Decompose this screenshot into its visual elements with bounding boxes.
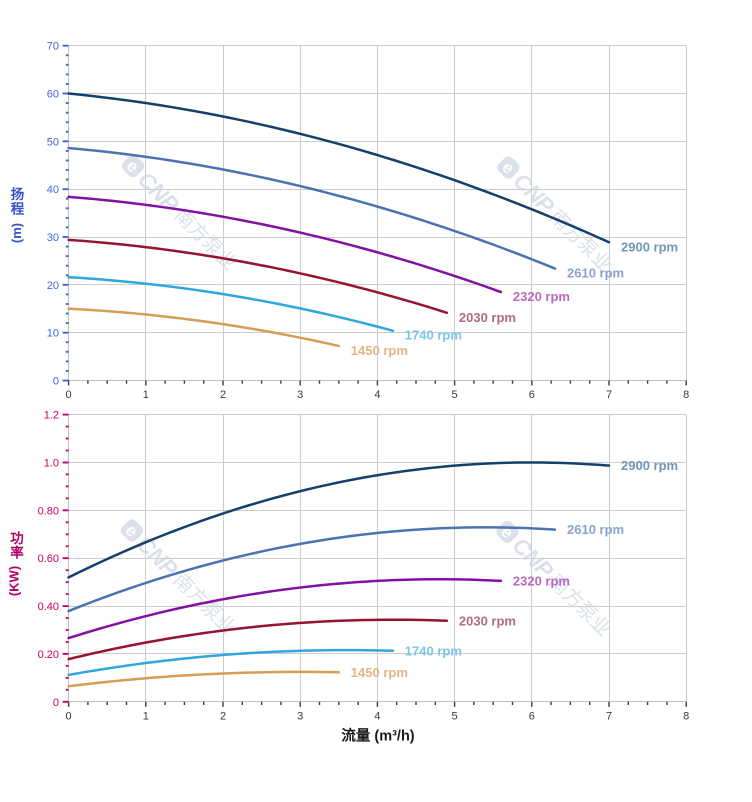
svg-text:5: 5 xyxy=(452,710,458,722)
svg-text:10: 10 xyxy=(47,328,59,340)
svg-text:2900 rpm: 2900 rpm xyxy=(621,239,678,254)
svg-text:6: 6 xyxy=(529,710,535,722)
svg-text:2030 rpm: 2030 rpm xyxy=(459,310,516,325)
svg-text:1.2: 1.2 xyxy=(44,410,59,422)
svg-text:流量 (m³/h): 流量 (m³/h) xyxy=(341,727,414,745)
svg-text:40: 40 xyxy=(47,184,59,196)
svg-text:0: 0 xyxy=(53,376,59,388)
svg-text:5: 5 xyxy=(452,389,458,401)
svg-text:4: 4 xyxy=(374,389,380,401)
svg-text:0.40: 0.40 xyxy=(38,601,59,613)
svg-text:1740 rpm: 1740 rpm xyxy=(405,328,462,343)
svg-text:7: 7 xyxy=(606,389,612,401)
svg-text:率: 率 xyxy=(10,545,24,561)
svg-text:程: 程 xyxy=(11,202,25,217)
svg-text:30: 30 xyxy=(47,232,59,244)
svg-text:4: 4 xyxy=(374,710,380,722)
svg-text:20: 20 xyxy=(47,280,59,292)
svg-text:70: 70 xyxy=(47,41,59,53)
svg-text:2900 rpm: 2900 rpm xyxy=(621,458,678,473)
svg-text:60: 60 xyxy=(47,89,59,101)
svg-text:1450 rpm: 1450 rpm xyxy=(351,343,408,358)
svg-text:3: 3 xyxy=(297,389,303,401)
svg-text:(m): (m) xyxy=(9,223,24,243)
svg-text:2320 rpm: 2320 rpm xyxy=(513,289,570,304)
svg-text:7: 7 xyxy=(606,710,612,722)
svg-text:8: 8 xyxy=(683,710,689,722)
svg-text:1.0: 1.0 xyxy=(44,458,59,470)
svg-text:1: 1 xyxy=(143,710,149,722)
svg-text:0: 0 xyxy=(66,389,72,401)
svg-text:1: 1 xyxy=(143,389,149,401)
svg-text:0.20: 0.20 xyxy=(38,649,59,661)
svg-text:扬: 扬 xyxy=(11,186,25,202)
svg-text:0: 0 xyxy=(66,710,72,722)
svg-text:0: 0 xyxy=(53,697,59,709)
svg-text:2610 rpm: 2610 rpm xyxy=(567,266,624,281)
svg-text:50: 50 xyxy=(47,136,59,148)
svg-text:2: 2 xyxy=(220,710,226,722)
svg-text:8: 8 xyxy=(683,389,689,401)
svg-text:0.60: 0.60 xyxy=(38,553,59,565)
svg-text:2320 rpm: 2320 rpm xyxy=(513,573,570,588)
svg-text:2610 rpm: 2610 rpm xyxy=(567,522,624,537)
svg-text:3: 3 xyxy=(297,710,303,722)
svg-text:0.80: 0.80 xyxy=(38,505,59,517)
svg-text:6: 6 xyxy=(529,389,535,401)
svg-text:1740 rpm: 1740 rpm xyxy=(405,643,462,658)
svg-text:2: 2 xyxy=(220,389,226,401)
svg-text:2030 rpm: 2030 rpm xyxy=(459,613,516,628)
svg-text:(KW): (KW) xyxy=(7,566,22,596)
svg-text:1450 rpm: 1450 rpm xyxy=(351,665,408,680)
svg-text:功: 功 xyxy=(10,531,24,546)
